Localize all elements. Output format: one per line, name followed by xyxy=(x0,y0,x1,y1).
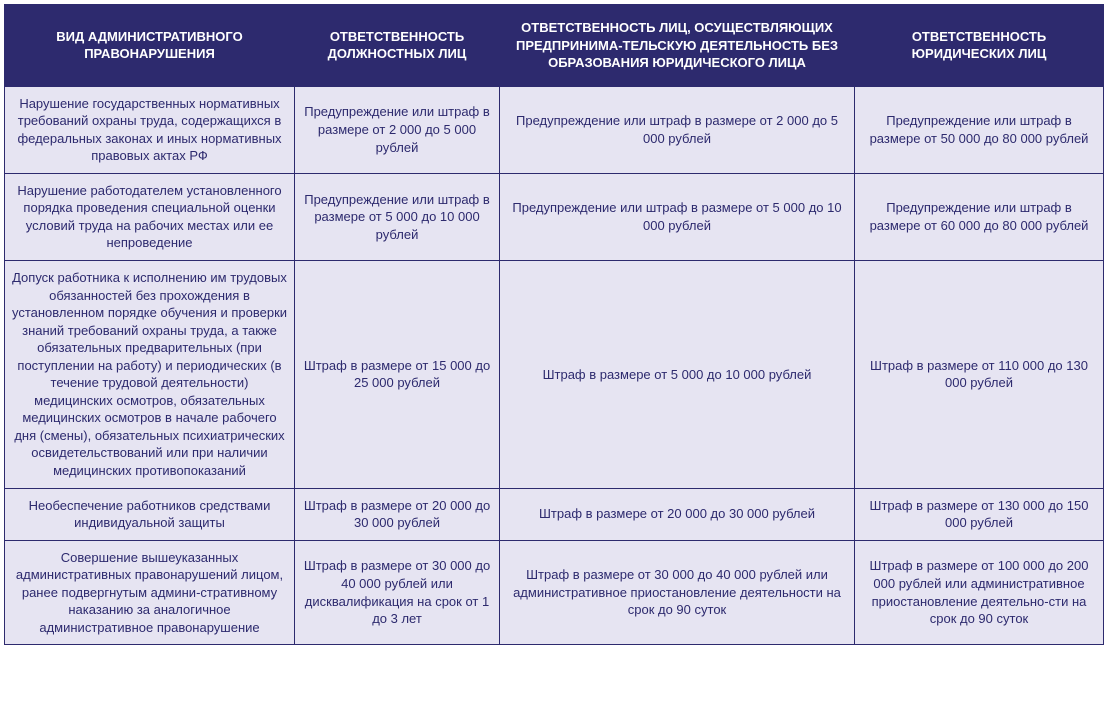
penalties-table: ВИД АДМИНИСТРАТИВНОГО ПРАВОНАРУШЕНИЯ ОТВ… xyxy=(4,4,1104,645)
cell-officials: Штраф в размере от 20 000 до 30 000 рубл… xyxy=(295,488,500,540)
table-row: Допуск работника к исполнению им трудовы… xyxy=(5,261,1104,489)
col-header-officials: ОТВЕТСТВЕННОСТЬ ДОЛЖНОСТНЫХ ЛИЦ xyxy=(295,5,500,87)
cell-violation: Необеспечение работников средствами инди… xyxy=(5,488,295,540)
cell-officials: Штраф в размере от 15 000 до 25 000 рубл… xyxy=(295,261,500,489)
col-header-violation: ВИД АДМИНИСТРАТИВНОГО ПРАВОНАРУШЕНИЯ xyxy=(5,5,295,87)
cell-legal-entities: Предупреждение или штраф в размере от 60… xyxy=(855,173,1104,260)
cell-entrepreneurs: Предупреждение или штраф в размере от 5 … xyxy=(500,173,855,260)
cell-violation: Нарушение работодателем установленного п… xyxy=(5,173,295,260)
col-header-entrepreneurs: ОТВЕТСТВЕННОСТЬ ЛИЦ, ОСУЩЕСТВЛЯЮЩИХ ПРЕД… xyxy=(500,5,855,87)
cell-officials: Предупреждение или штраф в размере от 2 … xyxy=(295,86,500,173)
table-row: Необеспечение работников средствами инди… xyxy=(5,488,1104,540)
table-header-row: ВИД АДМИНИСТРАТИВНОГО ПРАВОНАРУШЕНИЯ ОТВ… xyxy=(5,5,1104,87)
cell-violation: Допуск работника к исполнению им трудовы… xyxy=(5,261,295,489)
table-row: Нарушение работодателем установленного п… xyxy=(5,173,1104,260)
table-row: Совершение вышеуказанных административны… xyxy=(5,540,1104,645)
cell-entrepreneurs: Штраф в размере от 30 000 до 40 000 рубл… xyxy=(500,540,855,645)
cell-legal-entities: Предупреждение или штраф в размере от 50… xyxy=(855,86,1104,173)
cell-violation: Нарушение государственных нормативных тр… xyxy=(5,86,295,173)
cell-legal-entities: Штраф в размере от 110 000 до 130 000 ру… xyxy=(855,261,1104,489)
col-header-legal-entities: ОТВЕТСТВЕННОСТЬ ЮРИДИЧЕСКИХ ЛИЦ xyxy=(855,5,1104,87)
cell-violation: Совершение вышеуказанных административны… xyxy=(5,540,295,645)
cell-officials: Предупреждение или штраф в размере от 5 … xyxy=(295,173,500,260)
cell-legal-entities: Штраф в размере от 130 000 до 150 000 ру… xyxy=(855,488,1104,540)
table-row: Нарушение государственных нормативных тр… xyxy=(5,86,1104,173)
cell-legal-entities: Штраф в размере от 100 000 до 200 000 ру… xyxy=(855,540,1104,645)
cell-entrepreneurs: Предупреждение или штраф в размере от 2 … xyxy=(500,86,855,173)
cell-entrepreneurs: Штраф в размере от 20 000 до 30 000 рубл… xyxy=(500,488,855,540)
cell-officials: Штраф в размере от 30 000 до 40 000 рубл… xyxy=(295,540,500,645)
cell-entrepreneurs: Штраф в размере от 5 000 до 10 000 рубле… xyxy=(500,261,855,489)
